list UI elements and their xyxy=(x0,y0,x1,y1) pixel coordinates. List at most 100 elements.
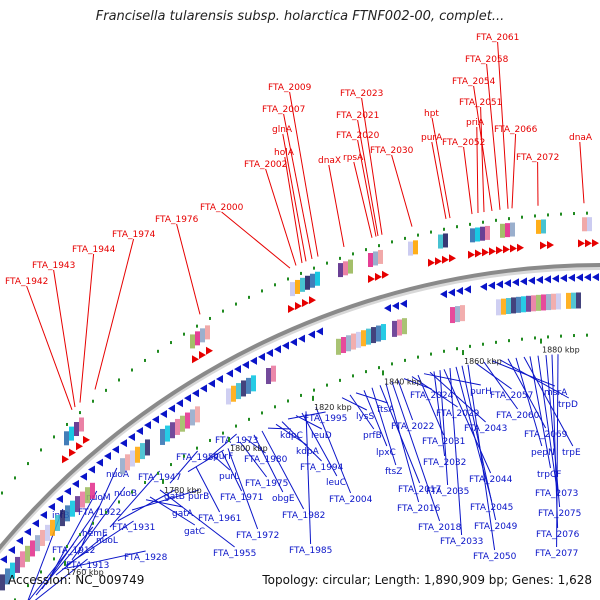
outer-track-dots xyxy=(1,491,3,495)
minus-gene-box xyxy=(397,319,402,336)
minus-gene-box xyxy=(90,482,95,499)
plus-gene-box xyxy=(510,222,515,237)
plus-gene-arrow xyxy=(382,270,389,279)
minus-gene-box xyxy=(402,318,407,335)
plus-gene-box xyxy=(500,223,505,238)
inner-track-dots xyxy=(521,337,523,341)
label-leader-line xyxy=(45,490,98,586)
minus-gene-box xyxy=(190,409,195,426)
inner-track-dots xyxy=(287,399,289,403)
outer-track-dots xyxy=(404,236,406,240)
gene-label-minus: ftsA xyxy=(377,405,395,415)
label-leader-line xyxy=(61,550,146,570)
minus-gene-arrow xyxy=(88,465,95,474)
label-leader-line xyxy=(357,139,377,237)
gene-label-minus: FTA_1928 xyxy=(124,553,168,563)
inner-track-dots xyxy=(456,347,458,351)
label-leader-line xyxy=(282,133,307,262)
gene-label-minus: FTA_1912 xyxy=(52,546,95,556)
minus-gene-arrow xyxy=(440,290,447,299)
minus-gene-box xyxy=(556,293,561,310)
minus-gene-arrow xyxy=(316,327,323,336)
outer-track-dots xyxy=(586,211,588,215)
plus-gene-arrow xyxy=(468,250,475,259)
gene-label-plus: FTA_1974 xyxy=(112,230,156,240)
label-leader-line xyxy=(476,126,479,214)
gene-label-minus: FTA_2060 xyxy=(496,411,540,421)
outer-track-dots xyxy=(313,266,315,270)
label-leader-line xyxy=(431,117,451,219)
label-leader-line xyxy=(281,421,322,462)
minus-gene-box xyxy=(160,428,165,445)
plus-gene-arrow xyxy=(288,304,295,313)
tick-mark xyxy=(312,395,314,401)
minus-strand-labels: FTA_1912FTA_1913infBhemEFTA_1922nuoMnuoL… xyxy=(27,354,581,600)
minus-gene-box xyxy=(55,514,60,531)
plus-gene-box xyxy=(368,253,373,268)
label-leader-line xyxy=(149,496,196,526)
gene-label-minus: FTA_1995 xyxy=(304,414,347,424)
minus-gene-box xyxy=(170,422,175,439)
minus-gene-box xyxy=(336,338,341,355)
minus-gene-box xyxy=(266,368,271,385)
gene-label-plus: dnaX xyxy=(318,156,341,166)
label-leader-line xyxy=(411,376,458,408)
inner-track-dots xyxy=(131,490,133,494)
minus-gene-box xyxy=(521,296,526,313)
inner-track-dots xyxy=(430,352,432,356)
label-leader-line xyxy=(423,373,481,386)
inner-track-dots xyxy=(352,374,354,378)
label-leader-line xyxy=(26,285,73,411)
plus-gene-arrow xyxy=(309,296,316,305)
minus-gene-box xyxy=(516,296,521,313)
minus-gene-box xyxy=(231,385,236,402)
outer-track-dots xyxy=(482,220,484,224)
gene-label-minus: purB xyxy=(188,492,209,502)
gene-label-minus: nuoL xyxy=(96,536,118,546)
label-leader-line xyxy=(467,364,496,551)
inner-track-dots xyxy=(404,358,406,362)
minus-gene-box xyxy=(501,298,506,315)
inner-track-dots xyxy=(443,349,445,353)
label-leader-line xyxy=(287,411,326,420)
gene-label-plus: FTA_2058 xyxy=(465,55,509,65)
minus-gene-arrow xyxy=(282,341,289,350)
gene-label-minus: FTA_1972 xyxy=(236,531,279,541)
gene-label-minus: FTA_1973 xyxy=(215,436,258,446)
label-leader-line xyxy=(363,390,388,447)
tick-label: 1800 kbp xyxy=(230,444,268,453)
plus-gene-box xyxy=(587,217,592,232)
minus-gene-arrow xyxy=(96,458,103,467)
label-leader-line xyxy=(529,356,551,469)
outer-track-dots xyxy=(326,261,328,265)
plus-gene-arrow xyxy=(62,455,69,464)
gene-label-minus: nuoM xyxy=(86,493,111,503)
gene-label-minus: trpD xyxy=(558,400,578,410)
label-leader-line xyxy=(579,141,585,204)
gene-label-minus: FTA_2045 xyxy=(470,503,513,513)
plus-gene-box xyxy=(438,234,443,249)
gene-label-plus: FTA_2061 xyxy=(476,33,519,43)
plus-gene-arrow xyxy=(449,254,456,263)
minus-gene-box xyxy=(70,500,75,517)
minus-gene-arrow xyxy=(528,276,535,285)
outer-track-dots xyxy=(456,225,458,229)
minus-gene-box xyxy=(65,505,70,522)
label-leader-line xyxy=(77,467,118,555)
inner-track-dots xyxy=(300,393,302,397)
inner-track-dots xyxy=(326,383,328,387)
inner-track-dots xyxy=(144,480,146,484)
gene-label-plus: purA xyxy=(421,133,443,143)
gene-label-plus: FTA_2066 xyxy=(494,125,538,135)
inner-track-dots xyxy=(196,446,198,450)
plus-gene-arrow xyxy=(475,249,482,258)
label-leader-line xyxy=(328,164,345,248)
minus-gene-arrow xyxy=(40,510,47,519)
minus-gene-arrow xyxy=(56,494,63,503)
outer-track-dots xyxy=(352,252,354,256)
minus-gene-arrow xyxy=(520,277,527,286)
label-leader-line xyxy=(79,253,95,403)
gene-label-plus: hpt xyxy=(424,109,439,119)
outer-track-dots xyxy=(131,368,133,372)
plus-gene-arrow xyxy=(482,248,489,257)
